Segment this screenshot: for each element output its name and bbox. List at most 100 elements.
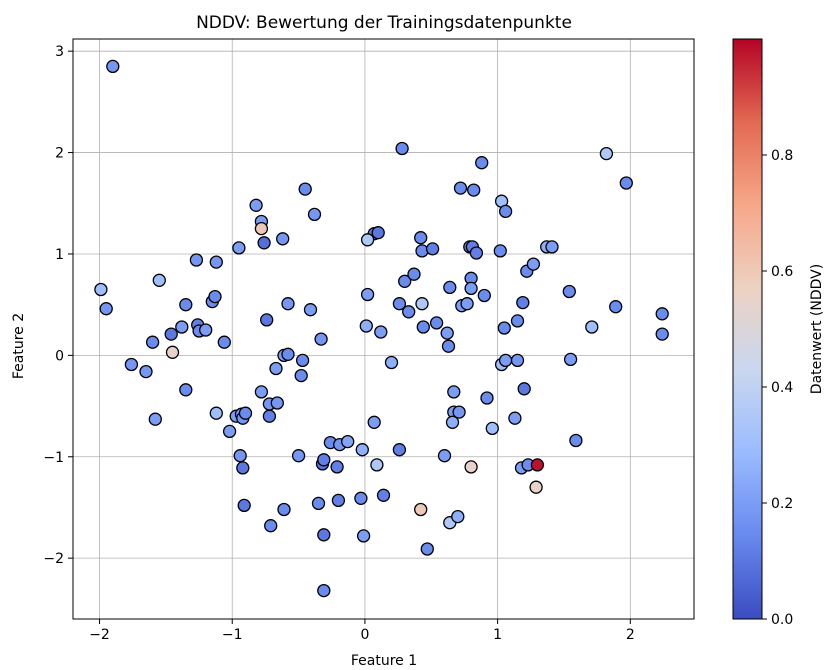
data-point — [619, 176, 633, 190]
data-point — [480, 391, 494, 405]
data-point — [398, 274, 412, 288]
data-point — [510, 353, 525, 368]
data-point — [165, 345, 180, 359]
data-point — [395, 141, 409, 156]
x-tick-label: 2 — [626, 627, 635, 643]
data-point — [425, 242, 440, 256]
x-tick-label: 0 — [360, 627, 369, 643]
data-point — [508, 411, 522, 425]
data-point — [415, 244, 429, 258]
data-point — [510, 314, 525, 328]
data-point — [370, 458, 384, 472]
data-point — [257, 236, 271, 250]
data-point — [217, 335, 231, 349]
data-point — [371, 226, 385, 240]
data-point — [374, 325, 388, 339]
data-point — [498, 353, 513, 368]
data-point — [164, 327, 178, 341]
data-point — [317, 583, 331, 598]
data-point — [262, 409, 277, 423]
data-point — [94, 282, 108, 297]
data-point — [447, 385, 461, 399]
chart-title: NDDV: Bewertung der Trainingsdatenpunkte — [196, 13, 572, 33]
colorbar-ticks: 0.0 0.2 0.4 0.6 0.8 — [762, 148, 793, 628]
data-point — [464, 281, 478, 296]
colorbar-tick-label: 0.0 — [771, 612, 793, 628]
data-point — [254, 221, 269, 236]
plot-frame — [72, 38, 695, 620]
data-point — [392, 297, 407, 311]
colorbar-tick-label: 0.2 — [771, 496, 793, 512]
colorbar-gradient — [732, 38, 763, 620]
data-point — [440, 326, 454, 340]
data-point — [303, 303, 318, 317]
data-point — [367, 415, 381, 429]
data-point — [254, 385, 269, 399]
data-point — [526, 257, 541, 271]
data-point — [460, 297, 474, 311]
data-point — [530, 458, 545, 472]
data-point — [562, 284, 576, 299]
data-points — [94, 59, 669, 598]
data-point — [599, 146, 614, 161]
data-point — [545, 240, 559, 254]
data-point — [232, 241, 246, 255]
data-point — [330, 460, 344, 474]
data-point — [139, 364, 153, 379]
data-point — [414, 502, 428, 517]
data-point — [179, 383, 193, 397]
data-point — [295, 353, 310, 368]
data-point — [402, 305, 416, 319]
data-point — [99, 302, 113, 316]
data-point — [485, 421, 499, 436]
data-point — [106, 59, 120, 74]
data-point — [281, 347, 295, 361]
y-tick-label: 1 — [55, 247, 64, 263]
data-point — [281, 297, 295, 311]
y-axis-label: Feature 2 — [11, 313, 27, 379]
data-point — [453, 181, 468, 195]
data-point — [360, 233, 375, 247]
data-point — [209, 406, 223, 420]
colorbar: 0.0 0.2 0.4 0.6 0.8 Datenwert (NDDV) — [732, 38, 825, 628]
data-point — [317, 453, 331, 467]
data-point — [331, 493, 346, 508]
x-axis-label: Feature 1 — [351, 653, 417, 669]
y-tick-label: −2 — [43, 551, 64, 567]
data-point — [222, 424, 237, 439]
y-axis-ticks: −2 −1 0 1 2 3 — [43, 44, 73, 567]
data-point — [341, 434, 355, 449]
data-point — [585, 320, 599, 334]
data-point — [497, 321, 511, 335]
data-point — [276, 232, 290, 246]
data-point — [655, 327, 669, 341]
data-point — [277, 502, 291, 517]
data-point — [477, 288, 491, 303]
data-point — [443, 280, 457, 295]
data-point — [563, 352, 578, 367]
colorbar-tick-label: 0.4 — [771, 380, 793, 396]
data-point — [441, 339, 456, 353]
data-point — [236, 461, 250, 475]
data-point — [407, 267, 421, 281]
data-point — [384, 355, 399, 370]
data-point — [445, 415, 460, 429]
colorbar-tick-label: 0.6 — [771, 264, 793, 280]
data-point — [429, 316, 444, 330]
data-point — [516, 295, 530, 310]
y-tick-label: 3 — [55, 44, 64, 60]
data-point — [356, 529, 371, 543]
data-point — [209, 255, 223, 269]
data-point — [655, 307, 669, 321]
data-point — [314, 332, 328, 346]
data-point — [452, 405, 466, 419]
x-tick-label: 1 — [493, 627, 502, 643]
data-point — [464, 460, 478, 474]
data-point — [249, 198, 263, 212]
data-point — [609, 300, 623, 314]
data-point — [415, 297, 429, 311]
data-point — [414, 231, 428, 245]
x-tick-label: −2 — [89, 627, 110, 643]
x-tick-label: −1 — [222, 627, 243, 643]
